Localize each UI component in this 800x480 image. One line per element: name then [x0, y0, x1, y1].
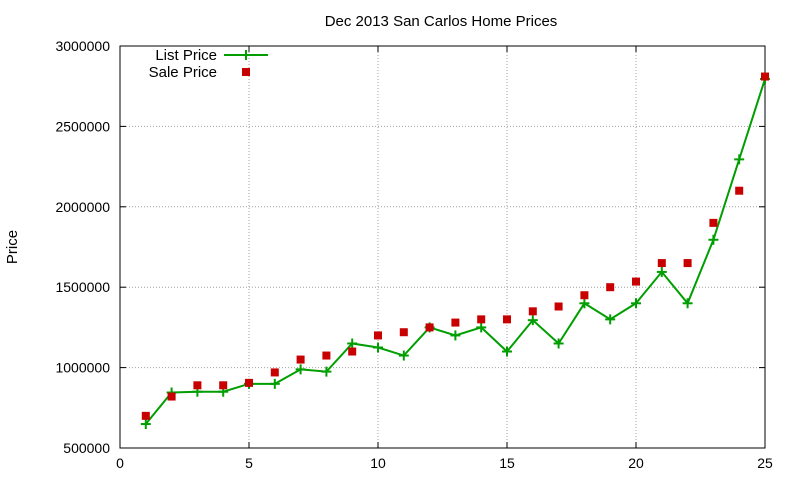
sale-price-point — [528, 307, 537, 316]
list-price-point — [631, 298, 641, 309]
y-tick-label: 2000000 — [55, 199, 110, 215]
sale-price-point — [399, 328, 408, 337]
sale-price-point — [735, 186, 744, 195]
sale-price-point — [683, 259, 692, 268]
list-price-point — [502, 346, 512, 357]
y-tick-label: 500000 — [63, 440, 110, 456]
x-tick-label: 10 — [370, 455, 386, 471]
x-tick-label: 15 — [499, 455, 515, 471]
legend-label-list-price: List Price — [155, 47, 217, 64]
sale-price-point — [632, 277, 640, 286]
list-price-point — [579, 298, 590, 309]
sale-price-point — [141, 411, 150, 420]
legend-marker-list-price — [241, 50, 251, 60]
sale-price-point — [606, 283, 615, 292]
x-tick-label: 5 — [245, 455, 253, 471]
list-price-point — [656, 266, 667, 277]
sale-price-point — [322, 351, 331, 360]
list-price-point — [321, 366, 332, 377]
plot-area — [140, 72, 770, 430]
x-tick-label: 0 — [116, 455, 124, 471]
legend-marker-sale-price — [242, 68, 250, 76]
sale-price-point — [709, 218, 718, 227]
list-price-line — [145, 78, 766, 425]
sale-price-point — [193, 381, 202, 390]
list-price-point — [140, 419, 151, 430]
list-price-point — [708, 234, 719, 245]
list-price-point — [734, 154, 745, 165]
legend-label-sale-price: Sale Price — [149, 64, 217, 81]
y-tick-label: 3000000 — [55, 38, 110, 54]
sale-price-point — [348, 347, 357, 356]
list-price-point — [682, 298, 693, 309]
x-tick-label: 25 — [757, 455, 773, 471]
sale-price-point — [296, 355, 305, 364]
list-price-point — [450, 330, 461, 341]
y-tick-label: 1500000 — [55, 279, 110, 295]
list-price-point — [527, 315, 538, 326]
list-price-point — [398, 350, 409, 361]
sale-price-point — [554, 302, 563, 311]
sale-price-point — [167, 392, 176, 401]
sale-price-point — [503, 315, 511, 324]
axes: 0 5 10 15 20 25 500000 1000000 1500000 2000000 250… — [55, 38, 773, 471]
legend: List Price Sale Price — [149, 47, 268, 81]
grid — [120, 46, 765, 448]
y-tick-label: 2500000 — [55, 118, 110, 134]
sale-price-point — [657, 259, 666, 268]
x-tick-label: 20 — [628, 455, 644, 471]
y-tick-label: 1000000 — [55, 360, 110, 376]
sale-price-point — [374, 331, 382, 340]
plot-frame — [119, 45, 766, 449]
sale-price-point — [761, 72, 769, 81]
chart-title: Dec 2013 San Carlos Home Prices — [325, 13, 558, 30]
sale-price-point — [245, 378, 253, 387]
list-price-point — [605, 314, 616, 325]
list-price-point — [347, 338, 358, 349]
sale-price-point — [477, 315, 486, 324]
sale-price-point — [219, 381, 228, 390]
list-price-point — [476, 322, 487, 333]
sale-price-point — [425, 323, 434, 332]
list-price-point — [373, 342, 383, 353]
sale-price-point — [580, 291, 589, 300]
sale-price-point — [451, 318, 460, 327]
y-axis-label: Price — [4, 230, 21, 264]
list-price-point — [269, 378, 280, 389]
list-price-point — [553, 338, 564, 349]
sale-price-point — [270, 368, 279, 377]
list-price-point — [295, 364, 306, 375]
